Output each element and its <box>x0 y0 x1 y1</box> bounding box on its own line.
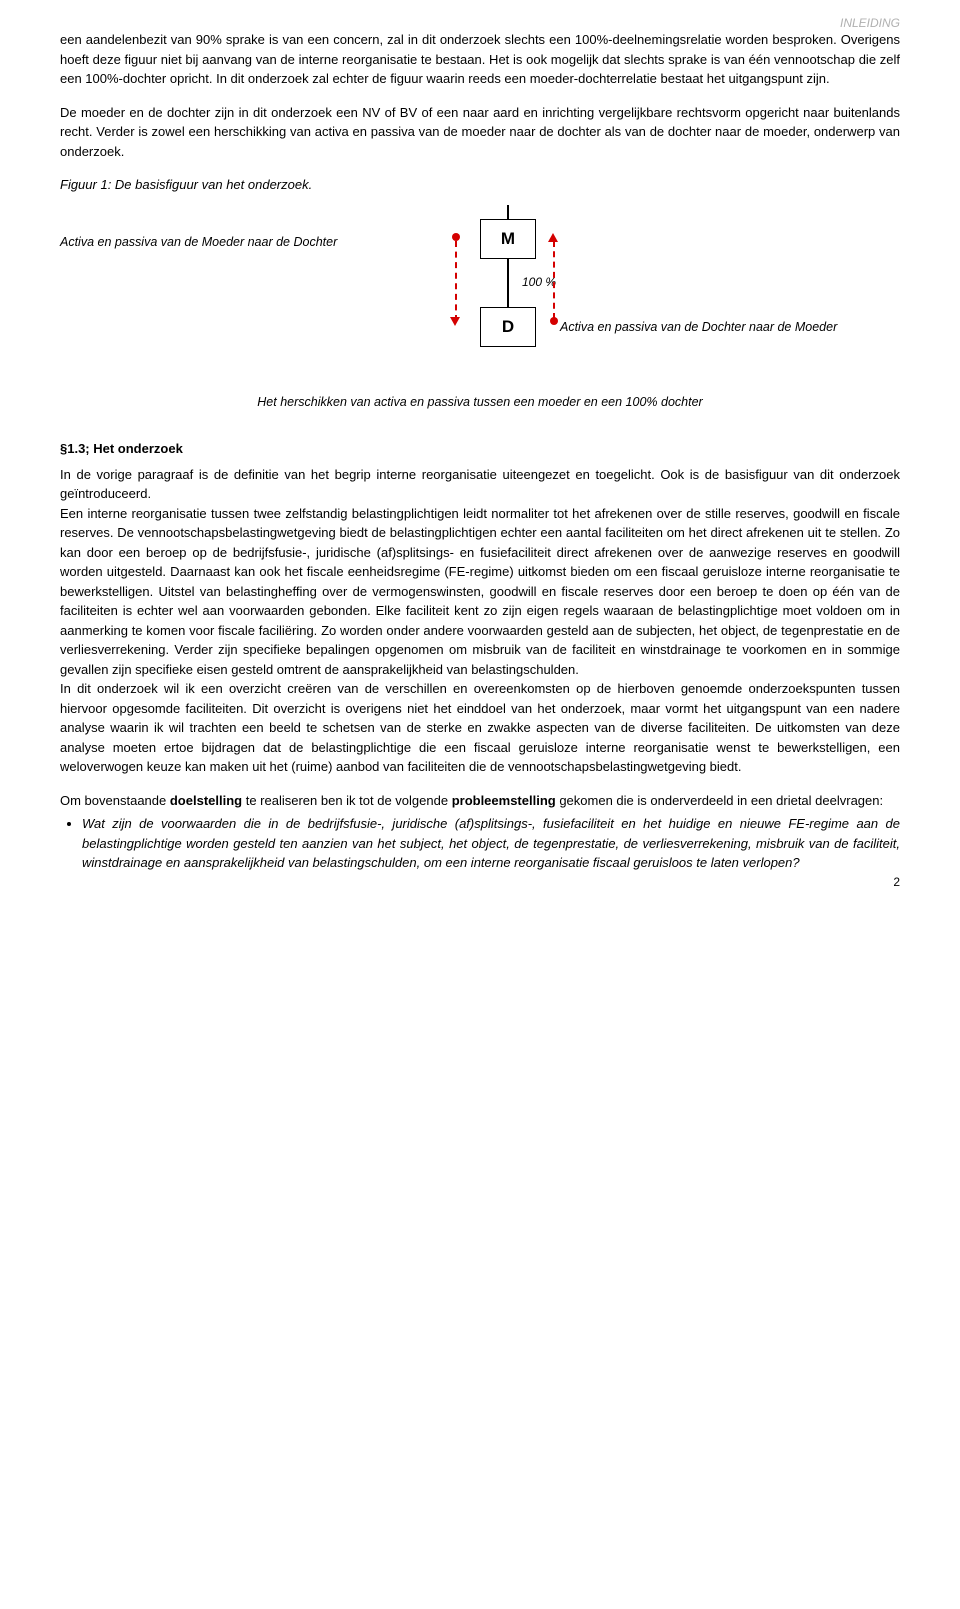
percent-label: 100 % <box>522 273 556 291</box>
p4-bold1: doelstelling <box>170 793 242 808</box>
left-caption: Activa en passiva van de Moeder naar de … <box>60 233 337 252</box>
figure-diagram: Activa en passiva van de Moeder naar de … <box>60 205 900 375</box>
figure-title: Figuur 1: De basisfiguur van het onderzo… <box>60 175 900 195</box>
p4-suffix: gekomen die is onderverdeeld in een drie… <box>556 793 883 808</box>
section-p3: In dit onderzoek wil ik een overzicht cr… <box>60 679 900 777</box>
p4-prefix: Om bovenstaande <box>60 793 170 808</box>
p4-mid: te realiseren ben ik tot de volgende <box>242 793 452 808</box>
p4-bold2: probleemstelling <box>452 793 556 808</box>
section-title: §1.3; Het onderzoek <box>60 439 900 459</box>
box-d: D <box>480 307 536 347</box>
line-mid <box>507 259 509 307</box>
page-number: 2 <box>893 873 900 891</box>
arrow-up-icon <box>548 233 558 242</box>
dashed-left <box>455 241 457 321</box>
dashed-right <box>553 241 555 319</box>
bullet-list: Wat zijn de voorwaarden die in de bedrij… <box>60 814 900 873</box>
line-top <box>507 205 509 219</box>
figure-caption: Het herschikken van activa en passiva tu… <box>60 393 900 412</box>
arrow-down-icon <box>450 317 460 326</box>
right-caption: Activa en passiva van de Dochter naar de… <box>560 318 837 337</box>
bullet-item: Wat zijn de voorwaarden die in de bedrij… <box>82 814 900 873</box>
section-p1: In de vorige paragraaf is de definitie v… <box>60 465 900 504</box>
dot-left <box>452 233 460 241</box>
section-p2: Een interne reorganisatie tussen twee ze… <box>60 504 900 680</box>
page-header: INLEIDING <box>840 14 900 32</box>
paragraph-2: De moeder en de dochter zijn in dit onde… <box>60 103 900 162</box>
box-m: M <box>480 219 536 259</box>
section-p4: Om bovenstaande doelstelling te realiser… <box>60 791 900 811</box>
paragraph-1: een aandelenbezit van 90% sprake is van … <box>60 30 900 89</box>
